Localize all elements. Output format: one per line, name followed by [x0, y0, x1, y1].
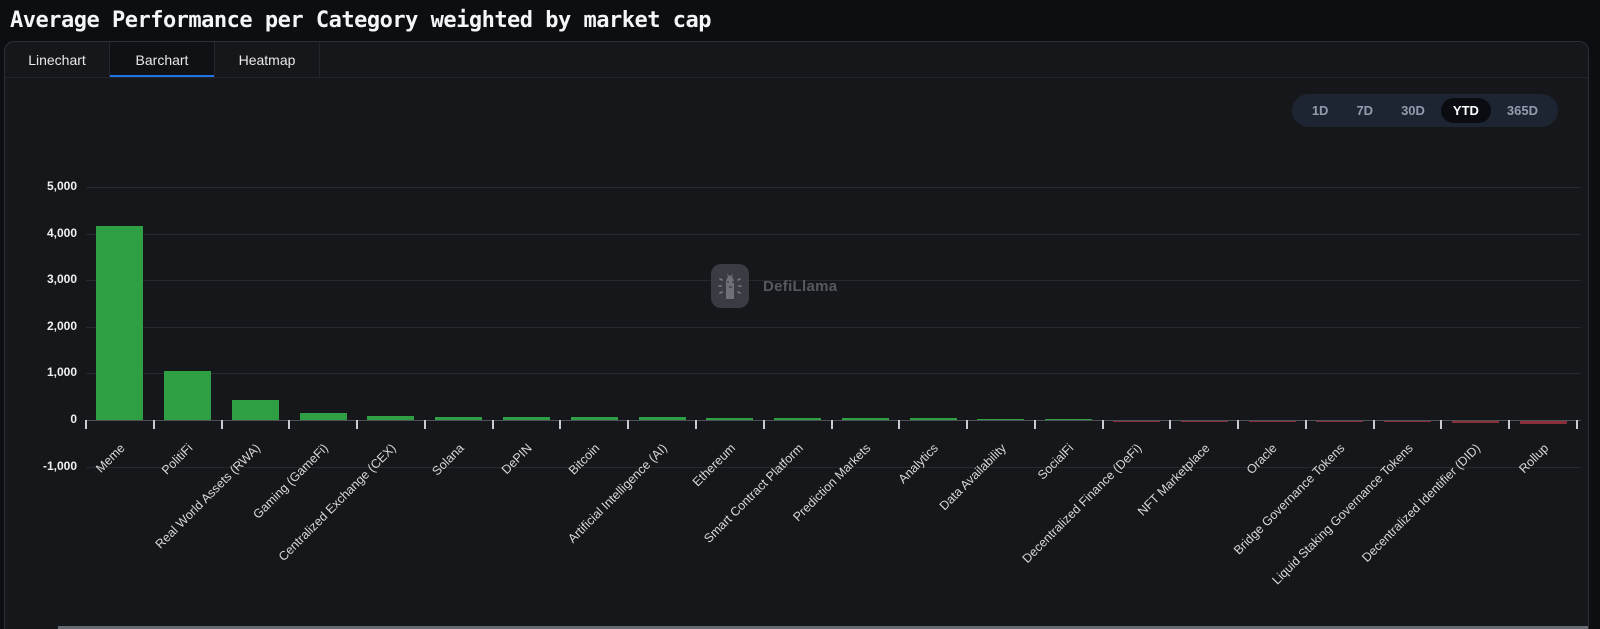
bar-bridge-governance-tokens[interactable]: [1316, 421, 1364, 423]
x-axis-tick: [1304, 420, 1307, 429]
x-axis-label-depin: DePIN: [498, 441, 535, 477]
bar-decentralized-finance-defi[interactable]: [1112, 421, 1160, 423]
y-axis-label: -1,000: [42, 458, 77, 473]
chart-type-tabs: Linechart Barchart Heatmap: [5, 42, 1588, 78]
x-axis-tick: [559, 420, 562, 429]
y-axis-label: 4,000: [46, 225, 77, 240]
x-axis-label-analytics: Analytics: [895, 441, 942, 487]
bar-politifi[interactable]: [164, 371, 212, 420]
x-axis-label-politifi: PolitiFi: [159, 441, 196, 478]
bar-gaming-gamefi[interactable]: [299, 413, 347, 420]
x-axis-tick: [762, 420, 765, 429]
x-axis-tick: [1440, 420, 1443, 429]
x-axis-tick: [288, 420, 291, 429]
x-axis-tick: [152, 420, 155, 429]
watermark: DefiLlama: [711, 264, 837, 308]
defillama-llama-icon: [711, 264, 749, 308]
bar-ethereum[interactable]: [706, 417, 754, 420]
x-axis-tick: [1101, 420, 1104, 429]
x-axis-tick: [491, 420, 494, 429]
y-axis-label: 1,000: [46, 365, 77, 380]
x-axis-tick: [898, 420, 901, 429]
x-axis-tick: [220, 420, 223, 429]
y-axis-label: 5,000: [46, 179, 77, 193]
x-axis-tick: [830, 420, 833, 429]
x-axis-tick: [85, 420, 87, 429]
x-axis-tick: [1576, 420, 1578, 429]
x-axis-tick: [356, 420, 359, 429]
x-axis-tick: [423, 420, 426, 429]
bar-nft-marketplace[interactable]: [1180, 421, 1228, 423]
y-axis-label: 2,000: [46, 318, 77, 333]
bar-analytics[interactable]: [909, 418, 957, 420]
bar-centralized-exchange-cex[interactable]: [367, 416, 415, 420]
x-axis-tick: [627, 420, 630, 429]
time-range-1d[interactable]: 1D: [1311, 103, 1329, 118]
x-axis-tick: [966, 420, 969, 429]
bar-chart: 5,000 4,000 3,000 2,000 1,000 0 -1,000 Meme Poli…: [5, 42, 1588, 629]
bar-solana[interactable]: [435, 416, 483, 420]
x-axis-line: [86, 420, 1581, 421]
bar-decentralized-identifier-did[interactable]: [1451, 421, 1499, 423]
gridline: [86, 373, 1581, 375]
page-title: Average Performance per Category weighte…: [10, 8, 711, 33]
chart-card: Linechart Barchart Heatmap 1D 7D 30D YTD 365D …: [4, 41, 1589, 629]
time-range-30d[interactable]: 30D: [1401, 103, 1425, 118]
gridline: [86, 233, 1581, 235]
x-axis-label-data-availability: Data Availability: [936, 441, 1009, 514]
bar-depin[interactable]: [503, 417, 551, 420]
bar-rollup[interactable]: [1519, 421, 1567, 424]
bar-data-availability[interactable]: [977, 418, 1025, 420]
bar-oracle[interactable]: [1248, 421, 1296, 423]
x-axis-label-oracle: Oracle: [1243, 441, 1280, 477]
tab-barchart[interactable]: Barchart: [110, 42, 215, 77]
x-axis-label-decentralized-finance-defi: Decentralized Finance (DeFi): [1019, 441, 1145, 566]
x-axis-tick: [1237, 420, 1240, 429]
x-axis-tick: [1372, 420, 1375, 429]
bar-meme[interactable]: [96, 226, 144, 420]
watermark-label: DefiLlama: [763, 277, 838, 295]
x-axis-label-liquid-staking-governance-tokens: Liquid Staking Governance Tokens: [1269, 441, 1416, 588]
gridline: [86, 280, 1581, 282]
x-axis-label-decentralized-identifier-did: Decentralized Identifier (DID): [1359, 441, 1484, 565]
bar-smart-contract-platform[interactable]: [774, 417, 822, 420]
x-axis-label-bridge-governance-tokens: Bridge Governance Tokens: [1231, 441, 1348, 558]
bottom-divider: [58, 626, 1588, 629]
bar-artificial-intelligence-ai[interactable]: [638, 417, 686, 420]
gridline: [86, 466, 1581, 468]
x-axis-label-solana: Solana: [429, 441, 467, 479]
time-range-ytd[interactable]: YTD: [1440, 98, 1491, 123]
time-range-365d[interactable]: 365D: [1506, 103, 1538, 118]
x-axis-tick: [1033, 420, 1036, 429]
page-header: Average Performance per Category weighte…: [0, 0, 1600, 41]
x-axis-label-ethereum: Ethereum: [689, 441, 738, 490]
tab-linechart[interactable]: Linechart: [5, 42, 110, 77]
bar-bitcoin[interactable]: [570, 417, 618, 420]
time-range-selector: 1D 7D 30D YTD 365D: [1291, 94, 1558, 127]
x-axis-label-centralized-exchange-cex: Centralized Exchange (CEX): [275, 441, 399, 564]
y-axis-label: 0: [70, 412, 77, 426]
bar-liquid-staking-governance-tokens[interactable]: [1384, 421, 1432, 423]
x-axis-label-rollup: Rollup: [1516, 441, 1552, 476]
time-range-7d[interactable]: 7D: [1356, 103, 1374, 118]
x-axis-tick: [694, 420, 697, 429]
bar-prediction-markets[interactable]: [841, 417, 889, 420]
bar-socialfi[interactable]: [1045, 418, 1093, 420]
x-axis-label-meme: Meme: [93, 441, 128, 476]
gridline: [86, 326, 1581, 328]
x-axis-label-bitcoin: Bitcoin: [565, 441, 603, 478]
gridline: [86, 187, 1581, 188]
x-axis-tick: [1169, 420, 1172, 429]
tab-heatmap[interactable]: Heatmap: [215, 42, 320, 77]
bar-real-world-assets-rwa[interactable]: [231, 400, 279, 420]
y-axis-label: 3,000: [46, 272, 77, 287]
x-axis-label-nft-marketplace: NFT Marketplace: [1134, 441, 1213, 519]
x-axis-label-socialfi: SocialFi: [1035, 441, 1077, 483]
x-axis-tick: [1508, 420, 1511, 429]
